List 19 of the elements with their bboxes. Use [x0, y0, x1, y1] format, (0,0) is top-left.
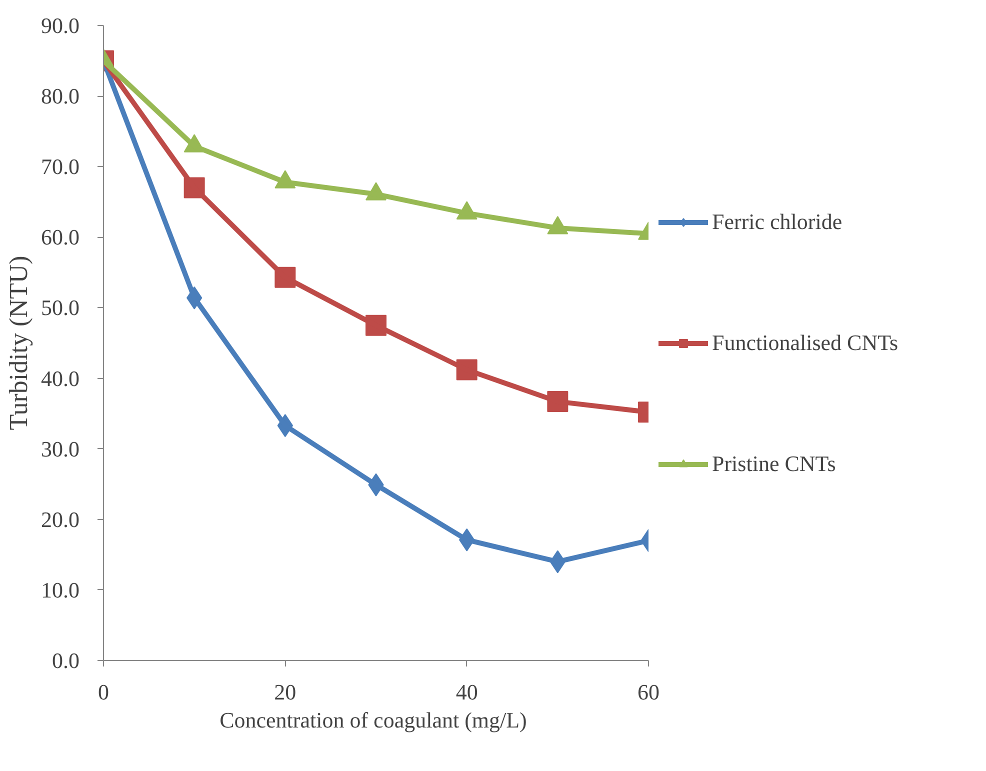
y-axis-title: Turbidity (NTU) — [4, 256, 33, 430]
y-tick-label: 0.0 — [52, 648, 80, 673]
y-tick-label: 60.0 — [41, 224, 80, 250]
x-tick-label: 60 — [638, 680, 660, 704]
x-tick-label: 40 — [456, 680, 478, 704]
y-tick-label: 20.0 — [41, 506, 80, 532]
legend-label: Ferric chloride — [712, 208, 842, 234]
y-tick-label: 30.0 — [41, 436, 80, 462]
legend-label: Pristine CNTs — [712, 450, 836, 476]
x-tick-label: 0 — [98, 680, 109, 704]
x-tick-label: 20 — [274, 680, 296, 704]
y-tick-label: 10.0 — [41, 577, 80, 602]
x-axis-title: Concentration of coagulant (mg/L) — [220, 708, 527, 732]
y-tick-label: 50.0 — [41, 295, 80, 320]
y-tick-label: 40.0 — [41, 366, 80, 391]
y-tick-label: 70.0 — [41, 154, 80, 180]
y-tick-label: 80.0 — [41, 84, 80, 109]
y-tick-label: 90.0 — [41, 13, 80, 38]
legend-label: Functionalised CNTs — [712, 330, 898, 356]
